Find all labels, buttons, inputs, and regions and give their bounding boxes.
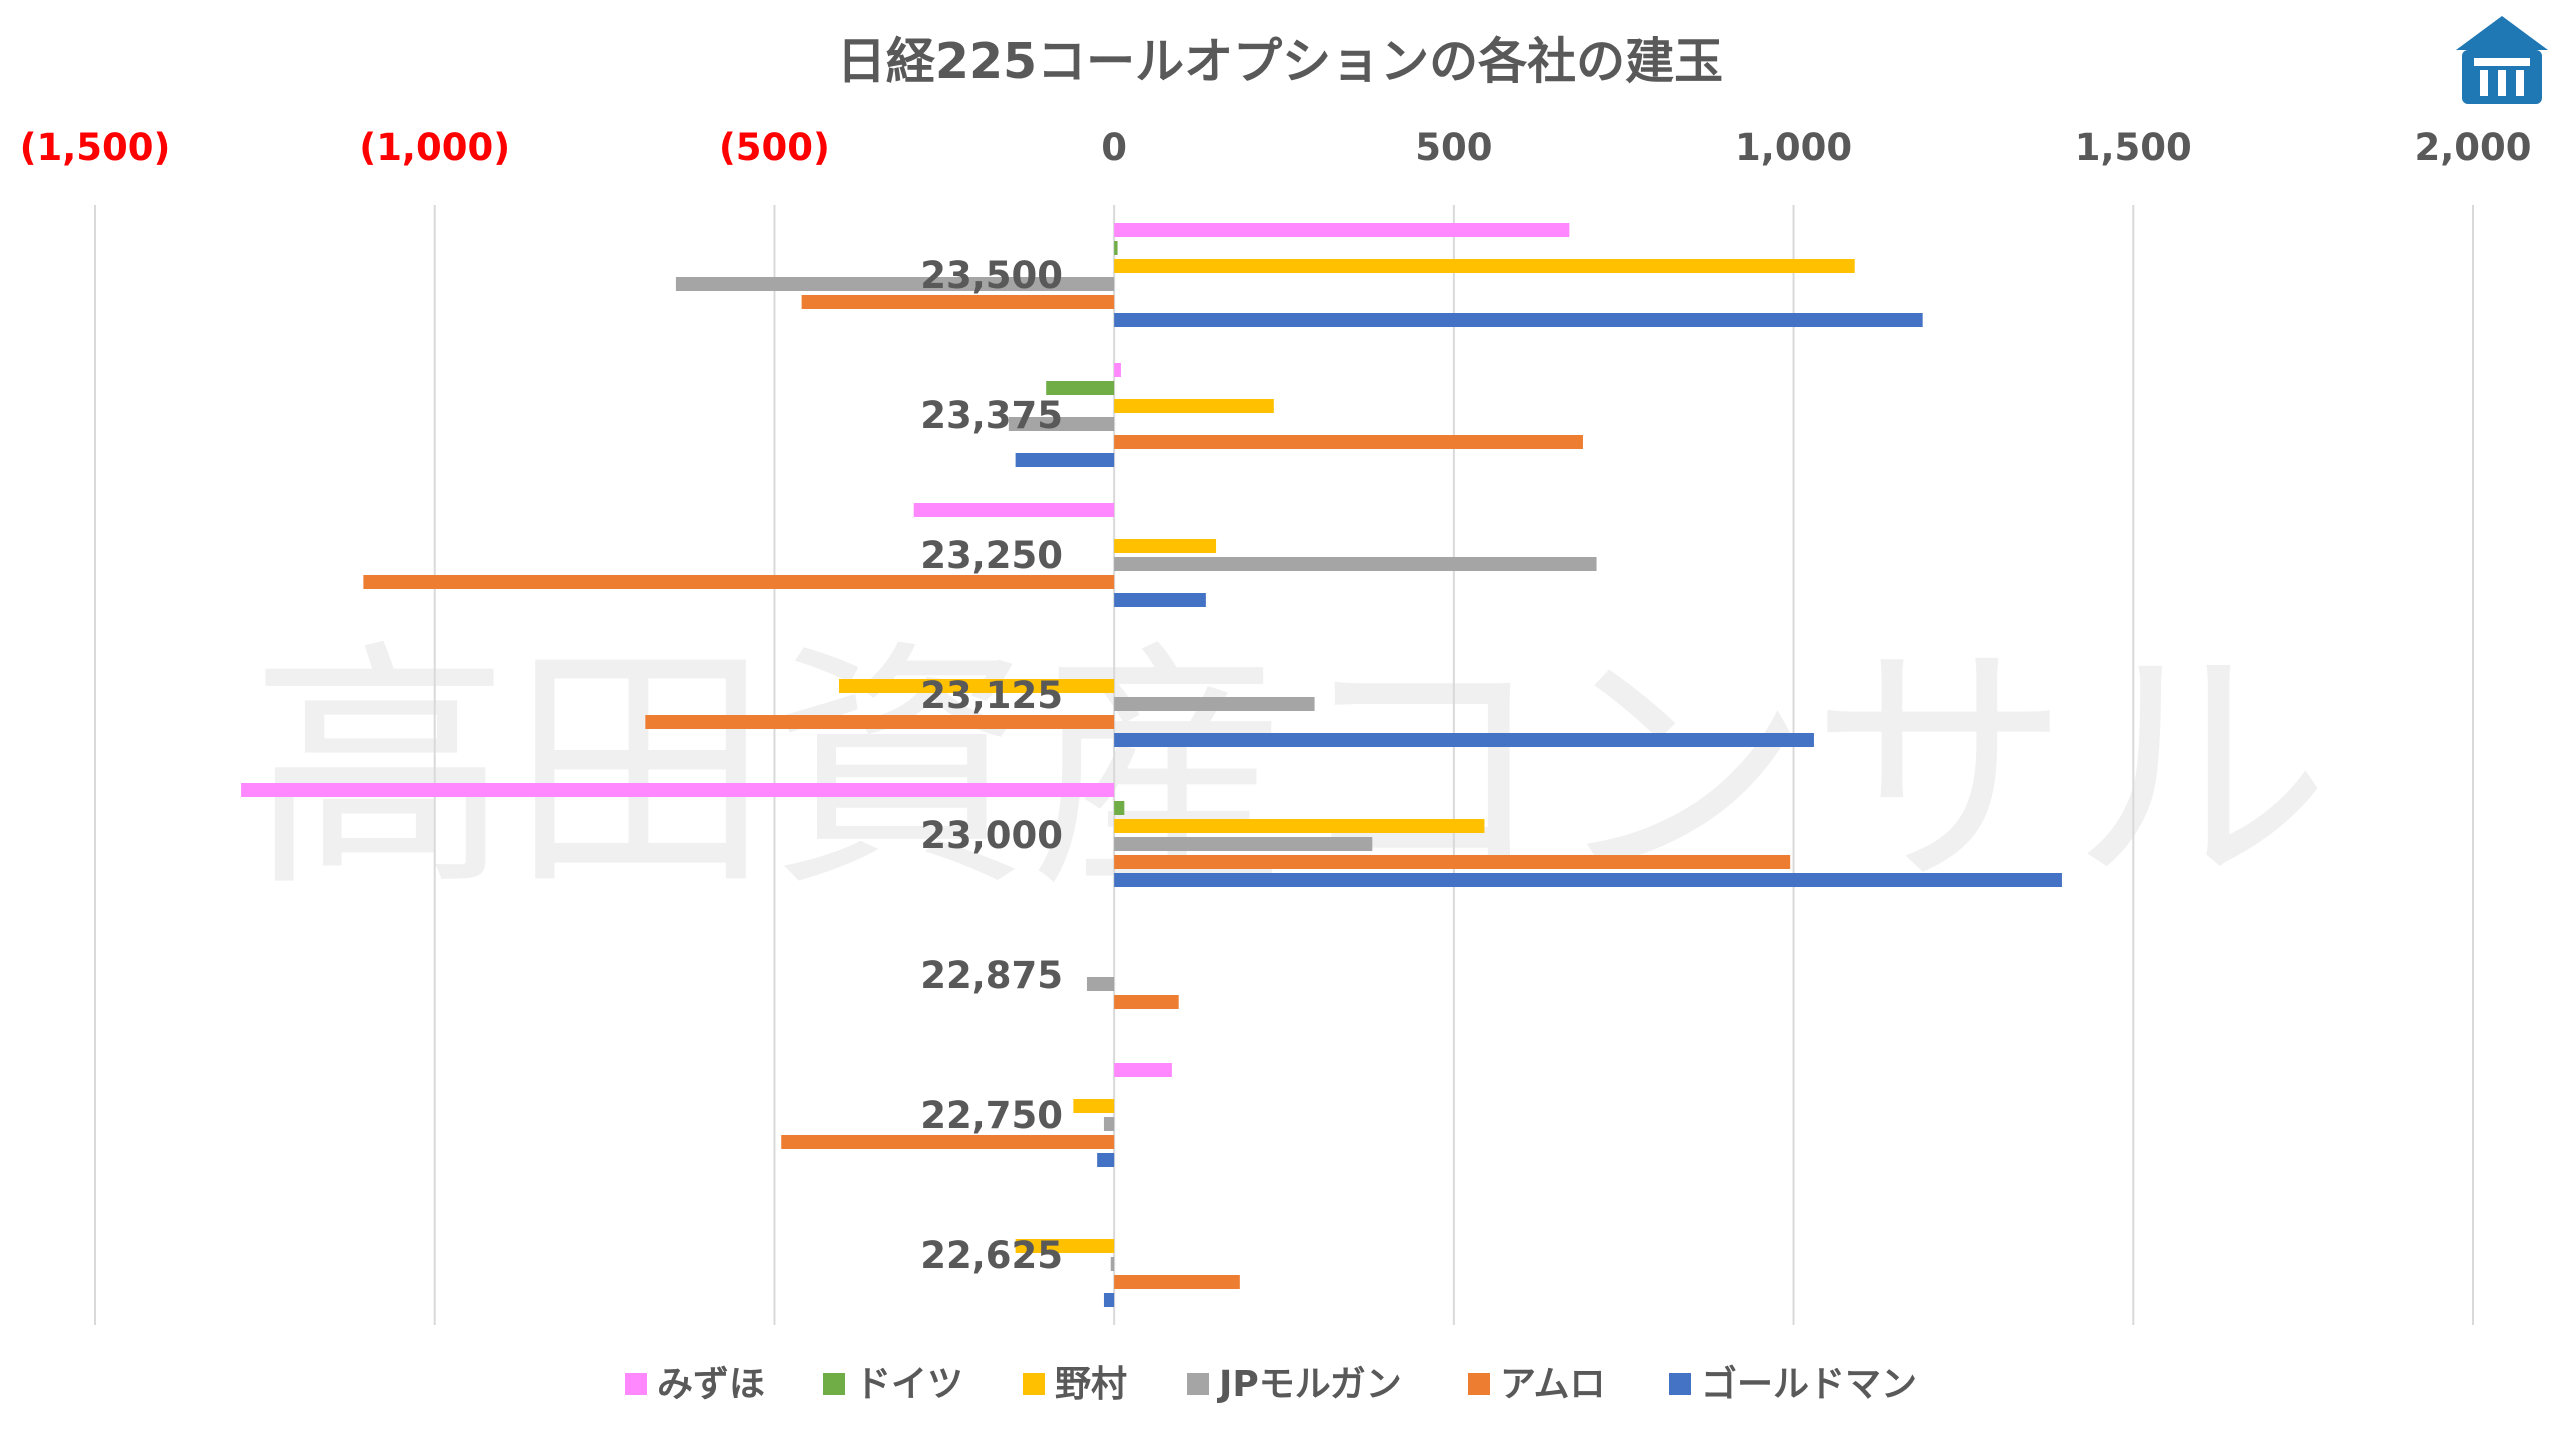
bar-2-1 [1114,241,1118,255]
category-label: 23,375 [920,394,1063,437]
bar-4-6 [1086,977,1115,991]
legend-swatch-3 [1023,1373,1045,1395]
bar-5-8 [1114,1275,1240,1289]
bar-6-3 [1114,593,1206,607]
bar-2-2 [1046,381,1115,395]
bar-3-3 [1114,539,1217,553]
bar-4-8 [1110,1257,1115,1271]
logo-icon [2456,16,2548,104]
bar-5-2 [1114,435,1583,449]
legend-swatch-6 [1669,1373,1691,1395]
legend-swatch-2 [823,1373,845,1395]
bar-1-2 [1114,363,1121,377]
x-tick-label: 0 [1101,126,1127,169]
bar-6-5 [1114,873,2062,887]
legend-label-3: 野村 [1055,1364,1127,1405]
bar-4-7 [1103,1117,1115,1131]
bar-1-3 [913,503,1115,517]
category-label: 22,625 [920,1234,1063,1277]
legend-swatch-1 [625,1373,647,1395]
bar-3-5 [1114,819,1485,833]
legend-label-1: みずほ [657,1364,765,1405]
x-tick-label: 1,000 [1735,126,1852,169]
bar-6-7 [1097,1153,1115,1167]
category-label: 23,250 [920,534,1063,577]
category-label: 23,000 [920,814,1063,857]
x-tick-label: 500 [1415,126,1492,169]
bar-5-3 [363,575,1115,589]
legend-label-6: ゴールドマン [1701,1363,1917,1405]
bar-6-4 [1114,733,1814,747]
category-label: 23,125 [920,674,1063,717]
legend-swatch-4 [1187,1373,1209,1395]
legend-label-5: アムロ [1500,1364,1605,1405]
bar-5-6 [1114,995,1179,1009]
legend-label-4: JPモルガン [1216,1364,1402,1405]
category-label: 23,500 [920,254,1063,297]
bar-6-8 [1103,1293,1115,1307]
bar-4-3 [1114,557,1597,571]
chart-title: 日経225コールオプションの各社の建玉 [837,33,1723,90]
legend: みずほ ドイツ 野村 JPモルガン アムロ ゴールドマン [625,1363,1917,1405]
x-tick-label: 2,000 [2414,126,2531,169]
bar-3-7 [1073,1099,1115,1113]
watermark: 高田資産コンサル [250,620,2330,922]
x-tick-label: (1,000) [359,126,510,169]
category-label: 22,875 [920,954,1063,997]
bar-3-4 [838,679,1115,693]
bar-1-7 [1114,1063,1172,1077]
category-label: 22,750 [920,1094,1063,1137]
bar-5-7 [781,1135,1115,1149]
x-tick-label: (500) [719,126,830,169]
bar-1-5 [241,783,1115,797]
bar-5-1 [801,295,1115,309]
legend-swatch-5 [1468,1373,1490,1395]
bar-4-1 [675,277,1115,291]
category-labels: 23,500 23,375 23,250 23,125 23,000 22,875 22,7… [920,254,1063,1277]
bar-1-1 [1114,223,1570,237]
bar-2-5 [1114,801,1125,815]
x-tick-label: (1,500) [20,126,171,169]
bar-5-5 [1114,855,1791,869]
bar-4-4 [1114,697,1315,711]
bar-6-2 [1015,453,1115,467]
bar-6-1 [1114,313,1923,327]
bar-4-5 [1114,837,1373,851]
bar-4-2 [1008,417,1115,431]
bar-3-1 [1114,259,1855,273]
x-axis-ticks: (1,500) (1,000) (500) 0 500 1,000 1,500 2,000 [20,126,2532,169]
legend-label-2: ドイツ [855,1364,963,1405]
bar-5-4 [645,715,1115,729]
bar-3-8 [1015,1239,1115,1253]
bars [241,223,2062,1307]
x-tick-label: 1,500 [2075,126,2192,169]
bar-3-2 [1114,399,1274,413]
